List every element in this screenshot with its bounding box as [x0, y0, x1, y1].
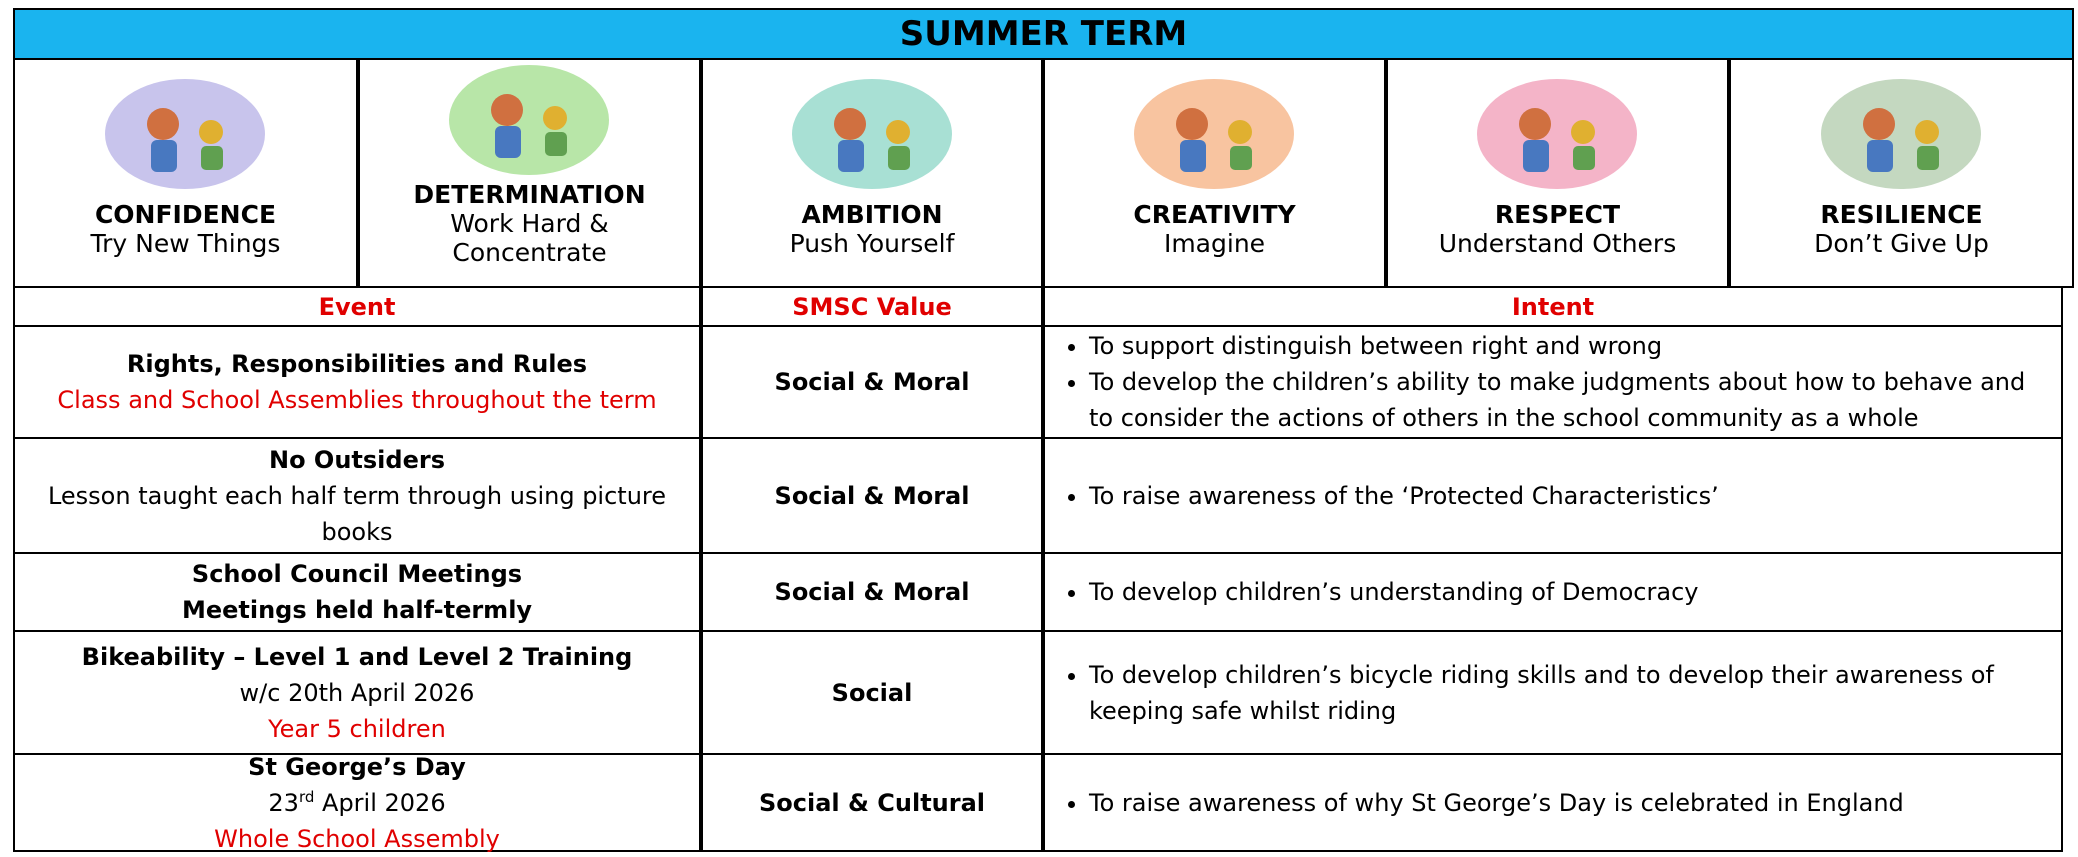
intent-cell: To raise awareness of the ‘Protected Cha… [1043, 439, 2063, 554]
event-title: No Outsiders [269, 445, 445, 474]
smsc-cell: Social & Moral [701, 327, 1043, 439]
term-title: SUMMER TERM [13, 8, 2074, 60]
intent-item: To develop children’s understanding of D… [1089, 574, 1698, 610]
value-cell: RESILIENCE Don’t Give Up [1729, 60, 2074, 288]
smsc-cell: Social & Cultural [701, 755, 1043, 852]
event-note: Class and School Assemblies throughout t… [57, 386, 657, 414]
value-cell: CONFIDENCE Try New Things [13, 60, 358, 288]
event-date: 23rd April 2026 [268, 785, 445, 821]
value-name: DETERMINATION [413, 180, 646, 209]
value-name: RESILIENCE [1820, 200, 1983, 229]
value-name: RESPECT [1494, 200, 1621, 229]
smsc-value: Social & Cultural [758, 788, 986, 817]
value-picture [791, 79, 952, 189]
smsc-cell: Social & Moral [701, 439, 1043, 554]
value-name: AMBITION [801, 200, 943, 229]
event-title: Rights, Responsibilities and Rules [126, 350, 588, 378]
col-header: Event [13, 288, 701, 327]
col-header: Intent [1043, 288, 2063, 327]
intent-item: To develop children’s bicycle riding ski… [1089, 657, 2053, 729]
intent-cell: To develop children’s bicycle riding ski… [1043, 632, 2063, 755]
value-motto: Understand Others [1438, 229, 1677, 258]
intent-cell: To raise awareness of why St George’s Da… [1043, 755, 2063, 852]
event-cell: Rights, Responsibilities and Rules Class … [13, 327, 701, 439]
date-rest: April 2026 [314, 788, 446, 817]
event-title: St George’s Day [248, 752, 466, 781]
smsc-value: Social & Moral [774, 368, 970, 396]
event-title: Bikeability – Level 1 and Level 2 Traini… [81, 642, 633, 671]
intent-cell: To develop children’s understanding of D… [1043, 554, 2063, 632]
intent-item: To support distinguish between right and… [1089, 328, 2053, 364]
intent-list: To raise awareness of why St George’s Da… [1053, 785, 1904, 821]
value-picture [1477, 79, 1637, 189]
value-picture [449, 65, 609, 175]
event-title: School Council Meetings [191, 560, 523, 588]
event-title: Meetings held half-termly [181, 596, 533, 624]
event-cell: St George’s Day 23rd April 2026 Whole Scho… [13, 753, 701, 853]
value-motto: Work Hard & Concentrate [450, 209, 609, 267]
smsc-value: Social & Moral [774, 481, 970, 510]
intent-cell: To support distinguish between right and… [1043, 327, 2063, 439]
value-name: CREATIVITY [1133, 200, 1296, 229]
value-cell: AMBITION Push Yourself [701, 60, 1043, 288]
event-cell: School Council Meetings Meetings held hal… [13, 554, 701, 632]
value-picture [105, 79, 265, 189]
date-day: 23 [268, 788, 299, 817]
value-cell: RESPECT Understand Others [1386, 60, 1729, 288]
intent-item: To raise awareness of the ‘Protected Cha… [1089, 478, 1719, 514]
event-note: Whole School Assembly [214, 824, 500, 853]
event-detail: w/c 20th April 2026 [239, 678, 475, 707]
intent-list: To raise awareness of the ‘Protected Cha… [1053, 478, 1719, 514]
intent-item: To develop the children’s ability to mak… [1089, 364, 2053, 436]
intent-item: To raise awareness of why St George’s Da… [1089, 785, 1904, 821]
value-motto: Try New Things [90, 229, 281, 258]
value-picture [1821, 79, 1981, 189]
smsc-value: Social & Moral [774, 578, 970, 606]
event-note: Year 5 children [268, 714, 446, 743]
event-cell: Bikeability – Level 1 and Level 2 Traini… [13, 632, 701, 755]
event-cell: No Outsiders Lesson taught each half term… [13, 439, 701, 554]
value-cell: CREATIVITY Imagine [1043, 60, 1386, 288]
intent-list: To develop children’s bicycle riding ski… [1053, 657, 2053, 729]
value-cell: DETERMINATION Work Hard & Concentrate [358, 60, 701, 288]
intent-list: To support distinguish between right and… [1053, 328, 2053, 436]
value-motto: Don’t Give Up [1814, 229, 1989, 258]
value-motto: Push Yourself [789, 229, 955, 258]
value-motto: Imagine [1163, 229, 1266, 258]
smsc-value: Social [831, 678, 913, 707]
event-detail: Lesson taught each half term through usi… [47, 481, 667, 546]
value-picture [1134, 79, 1294, 189]
value-name: CONFIDENCE [94, 200, 277, 229]
smsc-cell: Social [701, 632, 1043, 755]
smsc-cell: Social & Moral [701, 554, 1043, 632]
col-header: SMSC Value [701, 288, 1043, 327]
intent-list: To develop children’s understanding of D… [1053, 574, 1698, 610]
date-suffix: rd [298, 787, 315, 806]
